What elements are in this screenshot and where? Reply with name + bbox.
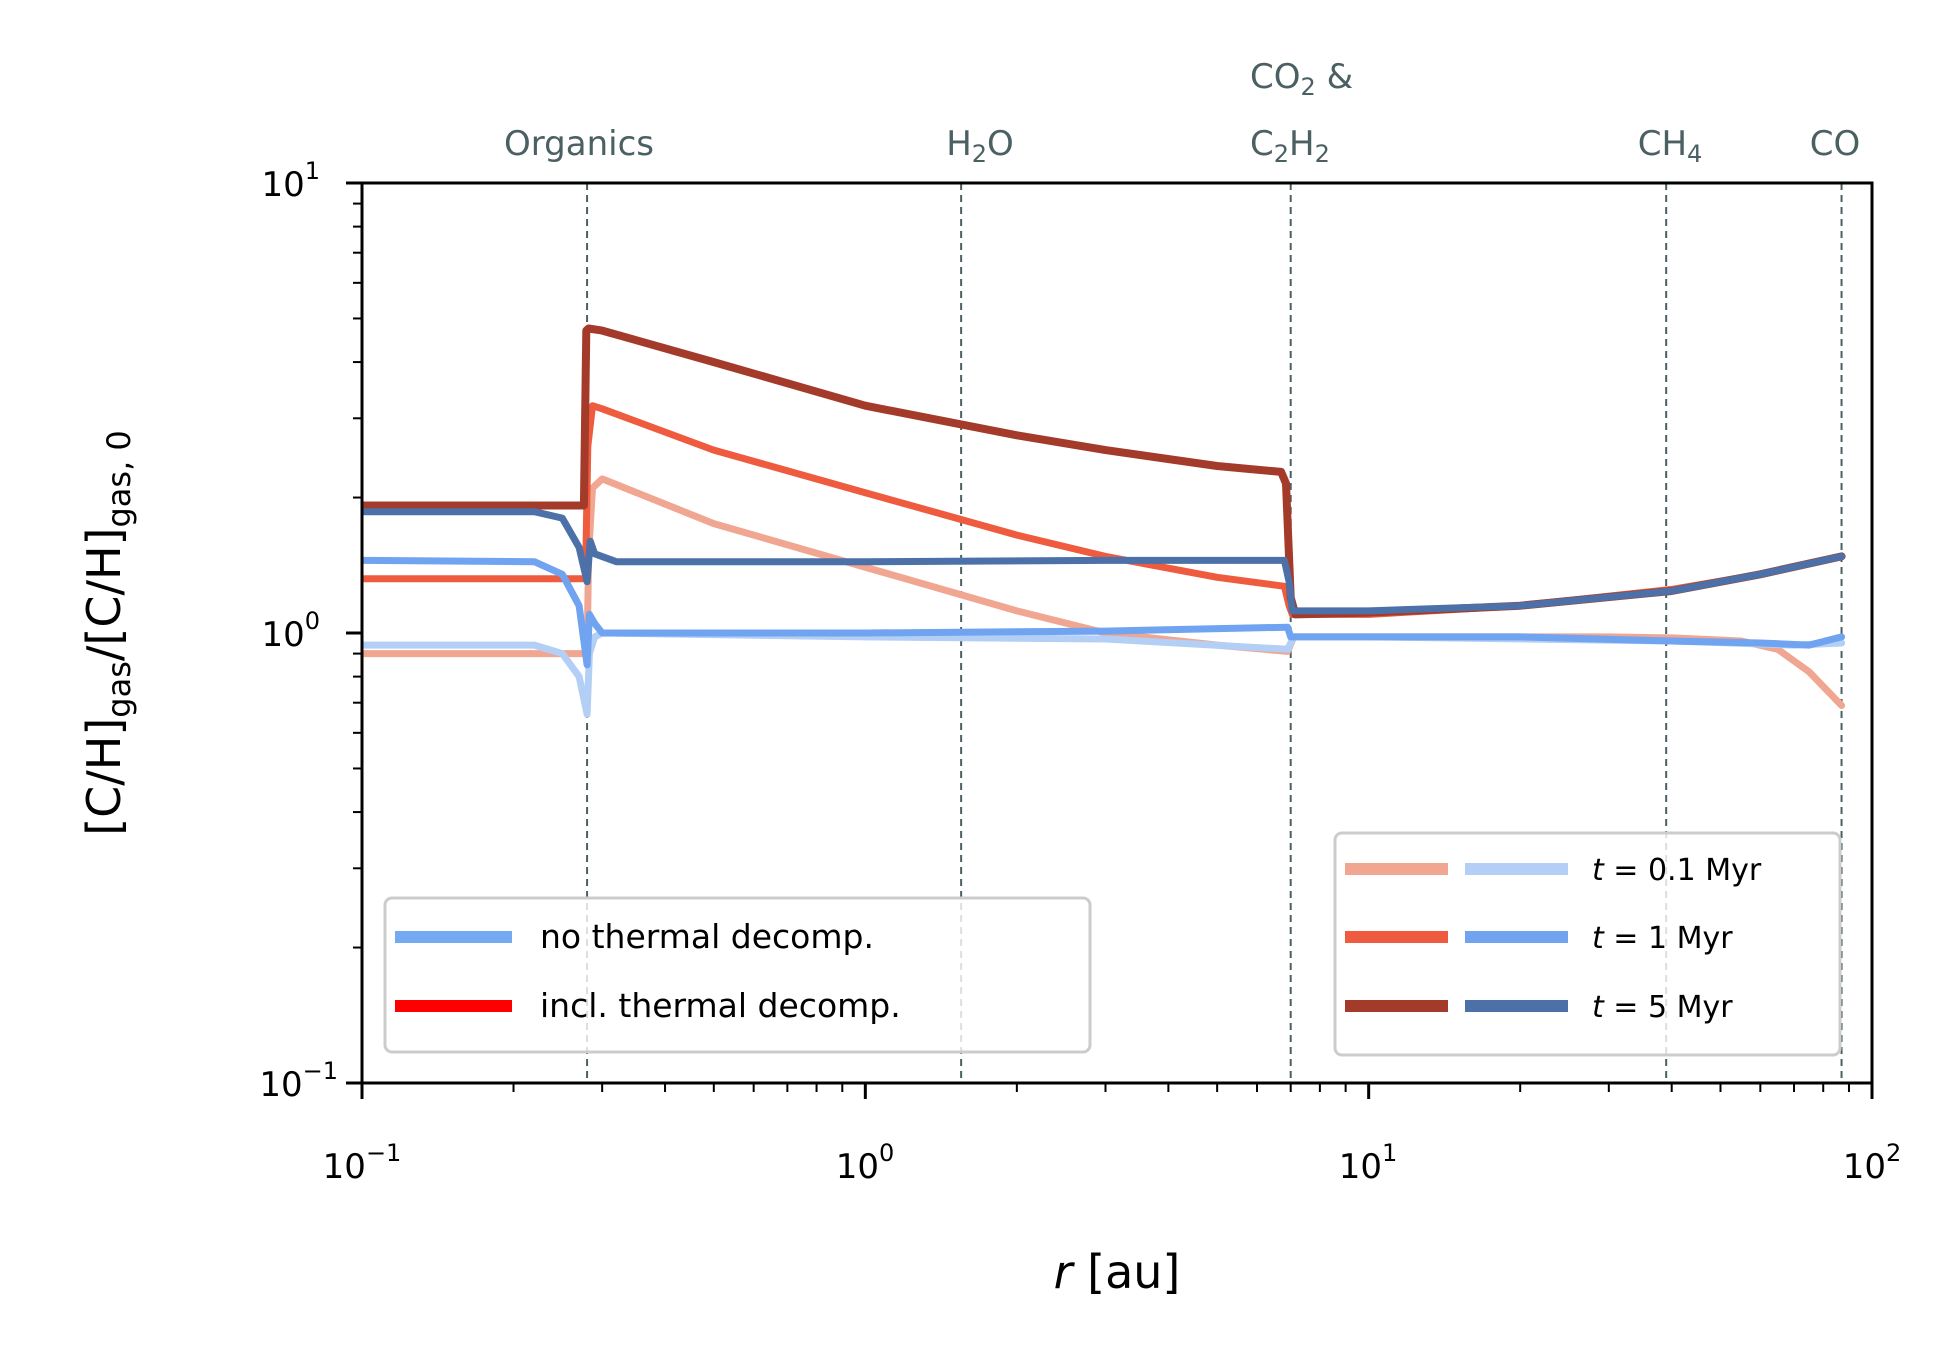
y-tick-label-0: 10−1 (259, 1057, 338, 1105)
snowline-label-co2: CO2 & (1250, 57, 1353, 101)
snowline-label-h2o: H2O (946, 124, 1014, 168)
series-line-5 (362, 508, 1846, 615)
x-axis-title: r [au] (1054, 1245, 1181, 1299)
legend-label-1myr: t = 1 Myr (1592, 921, 1733, 956)
snowline-label-c2h2: C2H2 (1250, 124, 1330, 168)
x-tick-label-2: 101 (1339, 1139, 1398, 1187)
x-tick-label-0: 10−1 (323, 1139, 402, 1187)
x-tick-label-3: 102 (1843, 1139, 1902, 1187)
legend-label-incl-decomp: incl. thermal decomp. (540, 986, 901, 1025)
legend-label-5myr: t = 5 Myr (1592, 990, 1733, 1025)
series-line-3 (362, 556, 1846, 669)
legend-models: no thermal decomp. incl. thermal decomp. (383, 896, 1092, 1054)
y-axis-title: [C/H]gas/[C/H]gas, 0 (77, 430, 138, 836)
snowline-label-organics: Organics (504, 124, 654, 164)
legend-models-frame (383, 896, 1092, 1054)
snowline-label-co: CO (1810, 124, 1861, 164)
legend-times-frame (1333, 831, 1842, 1057)
legend-label-0.1myr: t = 0.1 Myr (1592, 853, 1762, 888)
y-tick-label-2: 101 (261, 157, 320, 205)
legend-times: t = 0.1 Myr t = 1 Myr t = 5 Myr (1333, 831, 1842, 1057)
legend-label-no-decomp: no thermal decomp. (540, 917, 874, 956)
x-tick-label-1: 100 (836, 1139, 895, 1187)
data-series (362, 324, 1846, 718)
y-tick-label-1: 100 (261, 607, 320, 655)
snowline-label-ch4: CH4 (1638, 124, 1703, 168)
major-ticks (346, 181, 1874, 1099)
